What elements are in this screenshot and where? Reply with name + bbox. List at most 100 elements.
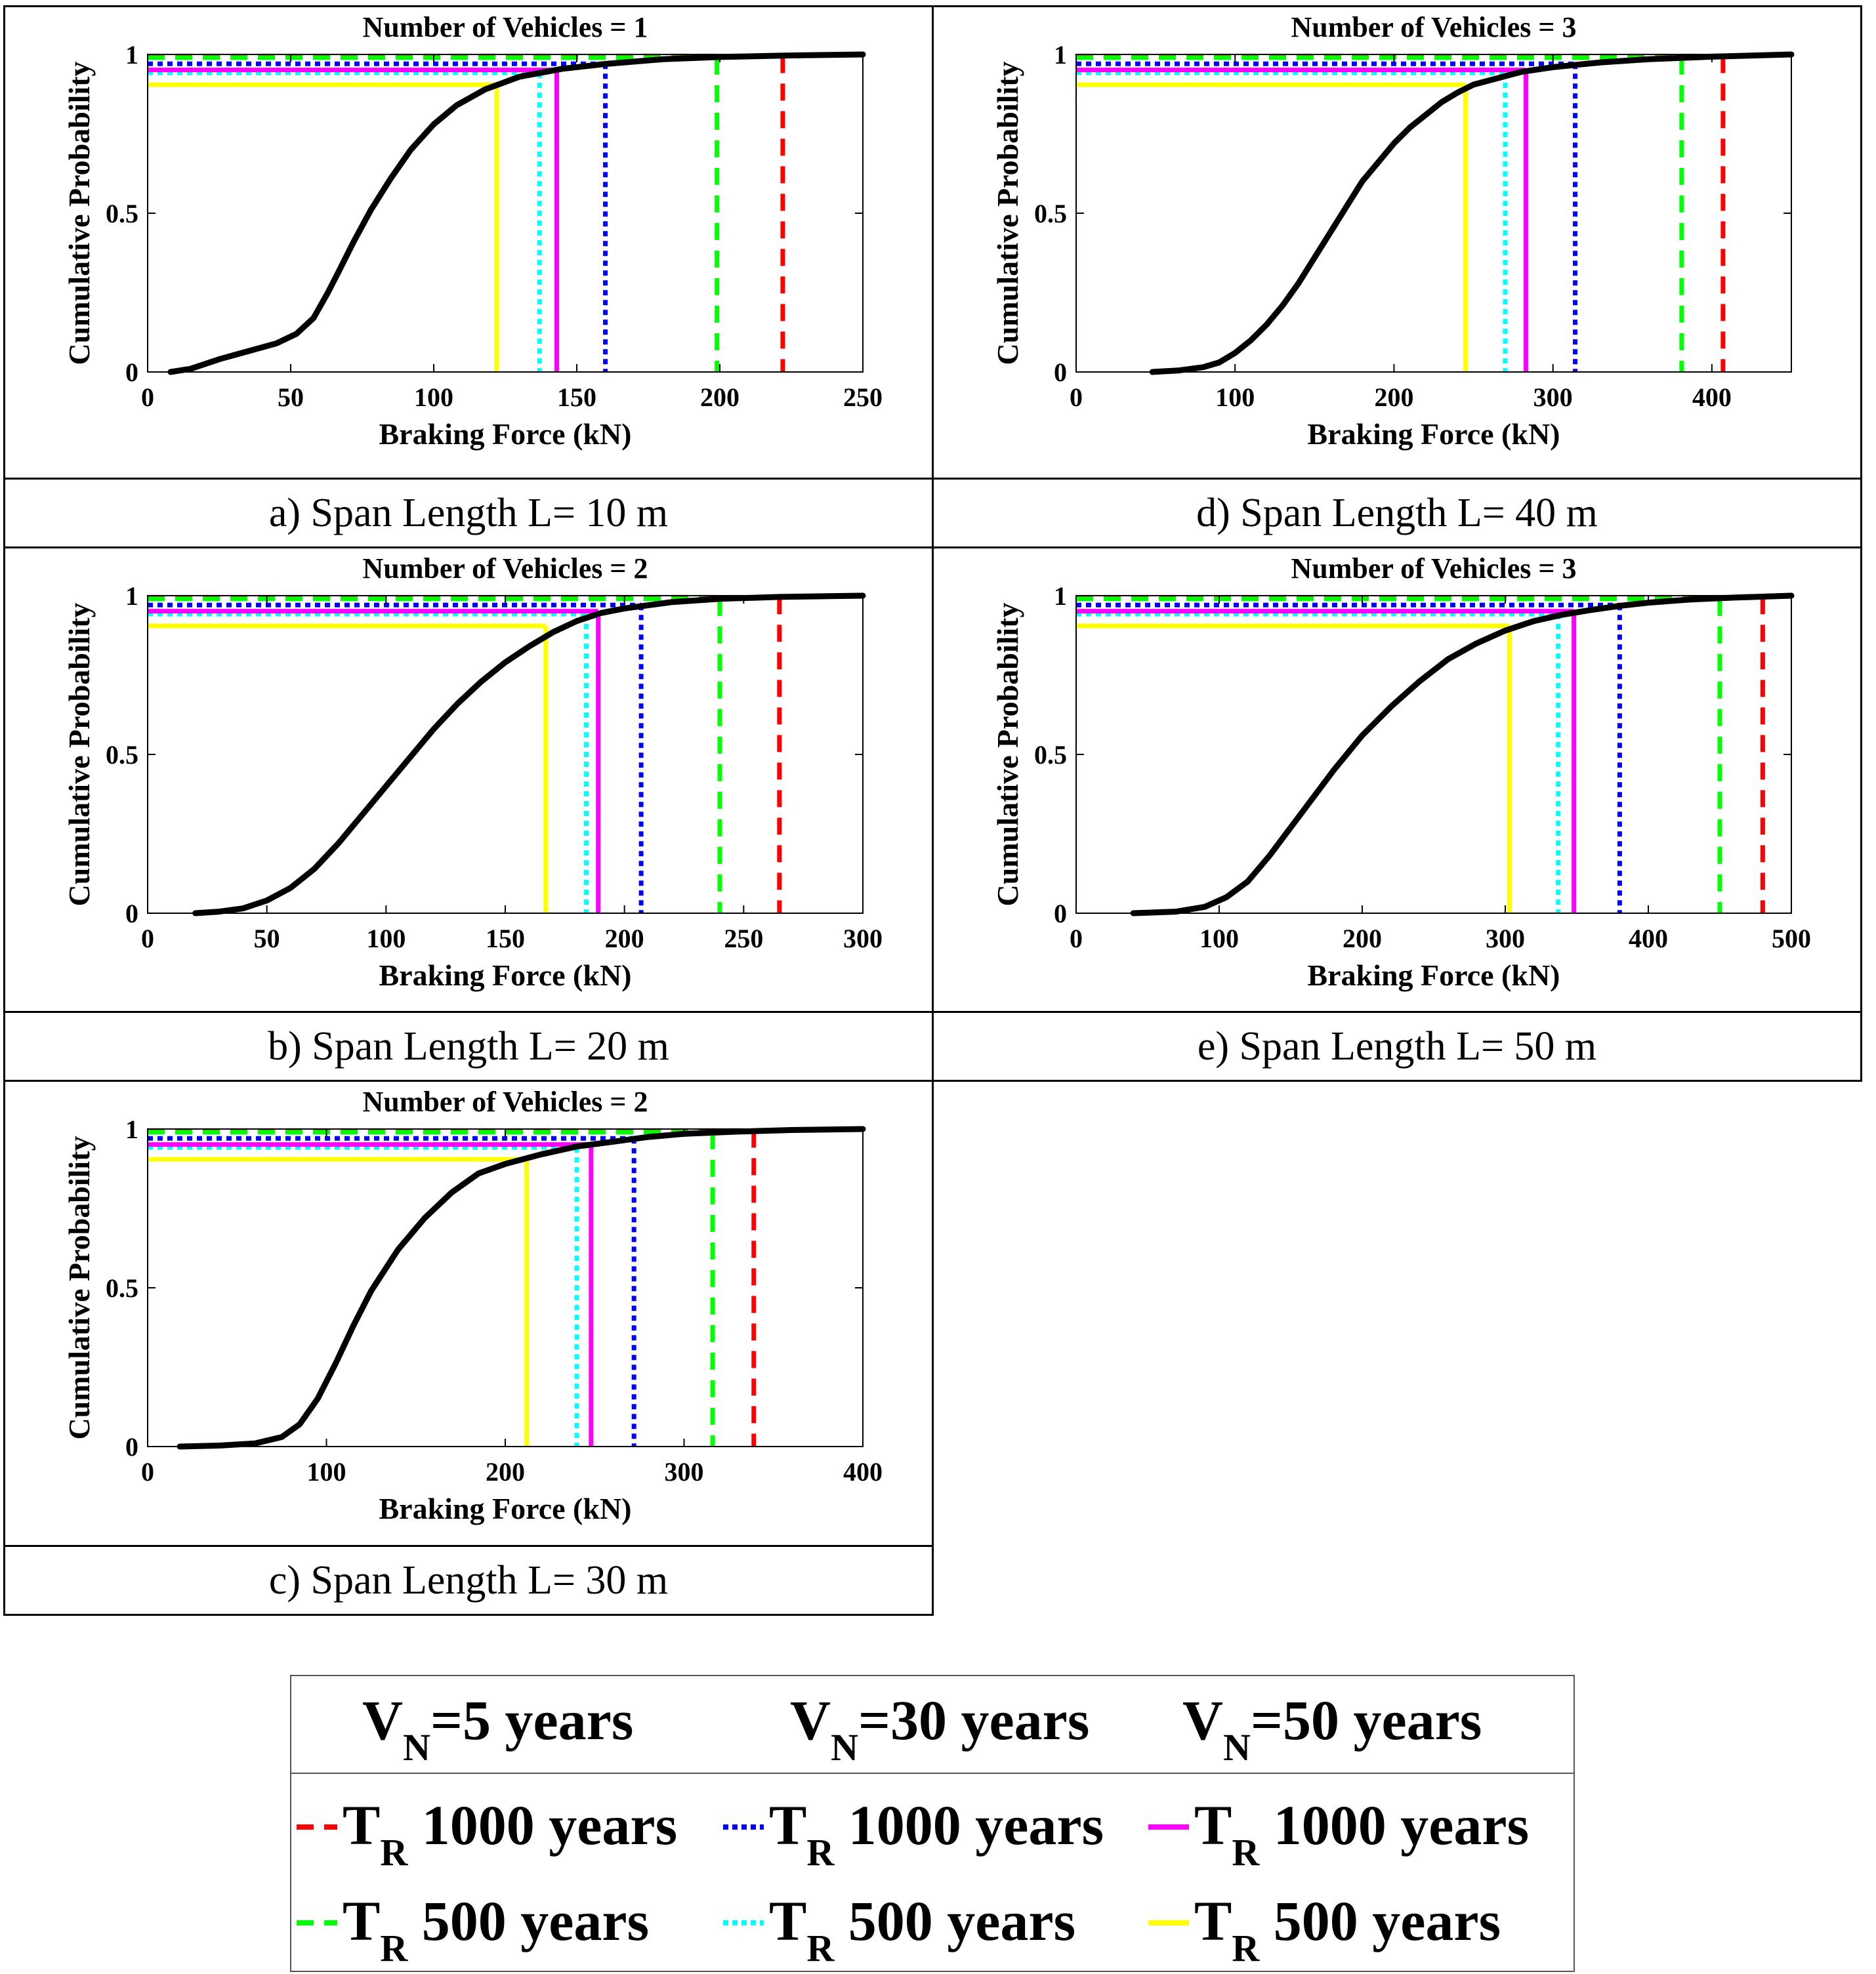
- x-axis-label-e: Braking Force (kN): [1307, 958, 1560, 992]
- panel-caption-d: d) Span Length L= 40 m: [932, 478, 1862, 548]
- x-tick-label-c-2: 200: [486, 1457, 525, 1487]
- y-axis-label-e: Cumulative Probability: [991, 602, 1024, 906]
- chart-a-svg: 0 50 100 150 200 250 0 0.5 1 Number of Vehicles =…: [62, 11, 883, 451]
- legend-header-v-2: V: [1182, 1689, 1223, 1752]
- chart-panel-b: 0 50 100 150 200 250 300 0 0.5 1 Number of Vehicle…: [3, 546, 934, 1082]
- legend-item-vn50_tr1000: TR 1000 years: [1194, 1794, 1529, 1874]
- plot-frame-e: [1075, 595, 1792, 914]
- legend-item-vn50_tr500: TR 500 years: [1194, 1889, 1501, 1969]
- y-axis-label-c: Cumulative Probability: [62, 1136, 96, 1439]
- x-tick-label-b-2: 100: [366, 924, 406, 953]
- chart-title-e: Number of Vehicles = 3: [1291, 552, 1577, 585]
- y-tick-label-e-0: 0: [1054, 899, 1067, 928]
- y-tick-label-c-1: 0.5: [106, 1273, 138, 1303]
- legend-item-rest-vn30_tr1000: 1000 years: [834, 1794, 1104, 1857]
- y-tick-label-a-1: 0.5: [106, 199, 138, 228]
- y-tick-label-b-1: 0.5: [106, 740, 138, 770]
- legend-item-t-vn50_tr1000: T: [1194, 1794, 1232, 1857]
- legend-item-t-vn5_tr500: T: [343, 1889, 380, 1952]
- x-tick-label-b-4: 200: [605, 924, 644, 953]
- chart-title-a: Number of Vehicles = 1: [363, 11, 648, 43]
- legend-item-t-vn50_tr500: T: [1194, 1889, 1232, 1952]
- legend-header-2: VN=50 years: [1182, 1689, 1482, 1769]
- panel-caption-c: c) Span Length L= 30 m: [3, 1545, 934, 1616]
- x-tick-label-b-0: 0: [141, 924, 154, 953]
- chart-title-c: Number of Vehicles = 2: [363, 1086, 648, 1118]
- x-tick-label-a-1: 50: [278, 382, 304, 412]
- y-tick-label-e-1: 0.5: [1034, 740, 1067, 770]
- legend-header-sub-1: N: [831, 1726, 858, 1769]
- legend-item-vn30_tr500: TR 500 years: [769, 1889, 1075, 1969]
- x-axis-label-b: Braking Force (kN): [379, 958, 631, 992]
- y-tick-label-a-2: 1: [125, 40, 138, 70]
- y-tick-label-e-2: 1: [1054, 581, 1067, 611]
- cdf-curve-d: [1149, 51, 1795, 375]
- y-tick-label-b-2: 1: [125, 581, 138, 611]
- y-tick-label-a-0: 0: [125, 358, 138, 387]
- chart-panel-a: 0 50 100 150 200 250 0 0.5 1 Number of Vehicles =…: [3, 5, 934, 548]
- y-axis-label-a: Cumulative Probability: [62, 61, 96, 365]
- legend-header-0: VN=5 years: [362, 1689, 633, 1769]
- x-tick-label-e-5: 500: [1772, 924, 1811, 953]
- legend-item-t-vn30_tr1000: T: [769, 1794, 806, 1857]
- chart-panel-e: 0 100 200 300 400 500 0 0.5 1 Number of Vehicles …: [932, 546, 1862, 1082]
- legend-item-vn5_tr500: TR 500 years: [343, 1889, 649, 1969]
- x-tick-label-c-4: 400: [843, 1457, 883, 1487]
- x-tick-label-c-1: 100: [307, 1457, 346, 1487]
- legend-item-rest-vn5_tr500: 500 years: [407, 1889, 649, 1952]
- legend-item-sub-vn50_tr1000: R: [1232, 1831, 1260, 1874]
- plot-frame-b: [147, 595, 864, 914]
- chart-c-svg: 0 100 200 300 400 0 0.5 1 Number of Vehicles = 2…: [62, 1086, 883, 1525]
- legend-item-rest-vn50_tr1000: 1000 years: [1259, 1794, 1529, 1857]
- plot-frame-c: [147, 1128, 864, 1447]
- legend-header-1: VN=30 years: [790, 1689, 1089, 1769]
- x-axis-label-c: Braking Force (kN): [379, 1492, 631, 1525]
- legend-header-rest-1: =30 years: [858, 1689, 1089, 1752]
- x-tick-label-e-0: 0: [1070, 924, 1083, 953]
- legend-item-sub-vn5_tr1000: R: [380, 1831, 408, 1874]
- chart-title-d: Number of Vehicles = 3: [1291, 11, 1577, 43]
- x-tick-label-e-4: 400: [1629, 924, 1668, 953]
- panel-caption-b: b) Span Length L= 20 m: [3, 1011, 934, 1082]
- legend-item-t-vn30_tr500: T: [769, 1889, 806, 1952]
- cdf-curve-c: [177, 1126, 866, 1450]
- panel-caption-e: e) Span Length L= 50 m: [932, 1011, 1862, 1082]
- y-tick-label-c-2: 1: [125, 1115, 138, 1144]
- legend-item-rest-vn5_tr1000: 1000 years: [407, 1794, 677, 1857]
- legend-header-v-0: V: [362, 1689, 403, 1752]
- chart-panel-c: 0 100 200 300 400 0 0.5 1 Number of Vehicles = 2…: [3, 1080, 934, 1616]
- legend-item-t-vn5_tr1000: T: [343, 1794, 380, 1857]
- x-tick-label-a-2: 100: [414, 382, 453, 412]
- plot-frame-a: [147, 54, 864, 373]
- legend-item-rest-vn50_tr500: 500 years: [1259, 1889, 1501, 1952]
- legend-item-sub-vn30_tr1000: R: [806, 1831, 835, 1874]
- y-axis-label-d: Cumulative Probability: [991, 61, 1024, 365]
- x-axis-label-a: Braking Force (kN): [379, 417, 631, 451]
- legend-item-sub-vn30_tr500: R: [806, 1927, 835, 1969]
- chart-d-svg: 0 100 200 300 400 0 0.5 1 Number of Vehicles = 3…: [991, 11, 1795, 451]
- y-axis-label-b: Cumulative Probability: [62, 602, 96, 906]
- x-tick-label-a-3: 150: [557, 382, 596, 412]
- x-tick-label-d-3: 300: [1533, 382, 1573, 412]
- x-tick-label-b-5: 250: [724, 924, 763, 953]
- chart-panel-d: 0 100 200 300 400 0 0.5 1 Number of Vehicles = 3…: [932, 5, 1862, 548]
- cdf-curve-b: [192, 592, 866, 916]
- chart-b-svg: 0 50 100 150 200 250 300 0 0.5 1 Number of Vehicle…: [62, 552, 883, 992]
- x-tick-label-e-1: 100: [1199, 924, 1239, 953]
- x-tick-label-d-0: 0: [1070, 382, 1083, 412]
- plot-frame-d: [1075, 54, 1792, 373]
- x-tick-label-d-4: 400: [1692, 382, 1732, 412]
- legend: VN=5 years TR 1000 years TR 500 years VN=30…: [290, 1675, 1575, 1972]
- chart-e-svg: 0 100 200 300 400 500 0 0.5 1 Number of Vehicles …: [991, 552, 1811, 992]
- legend-header-rest-0: =5 years: [430, 1689, 633, 1752]
- cdf-curve-e: [1130, 592, 1795, 916]
- legend-header-v-1: V: [790, 1689, 831, 1752]
- legend-header-rest-2: =50 years: [1251, 1689, 1482, 1752]
- x-tick-label-b-6: 300: [843, 924, 883, 953]
- y-tick-label-c-0: 0: [125, 1432, 138, 1462]
- y-tick-label-b-0: 0: [125, 899, 138, 928]
- legend-item-sub-vn5_tr500: R: [380, 1927, 408, 1969]
- legend-item-sub-vn50_tr500: R: [1232, 1927, 1260, 1969]
- x-tick-label-a-4: 200: [700, 382, 740, 412]
